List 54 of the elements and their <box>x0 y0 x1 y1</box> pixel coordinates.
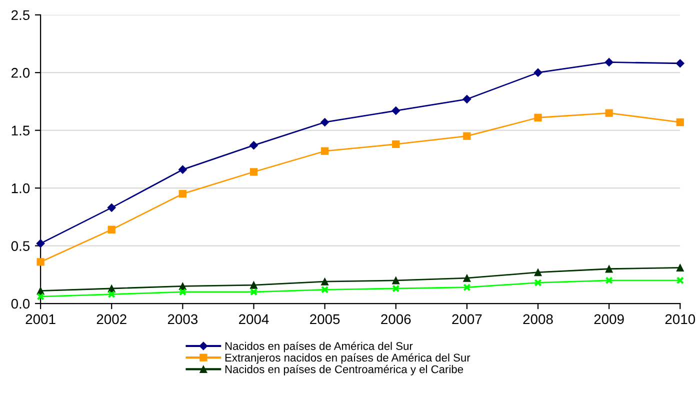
x-tick-label: 2003 <box>168 314 198 324</box>
point <box>249 141 258 150</box>
point <box>36 239 45 248</box>
legend-label: Nacidos en países de Centroamérica y el Caribe <box>225 364 464 376</box>
point <box>108 226 116 234</box>
point <box>108 290 116 298</box>
x-tick-label: 2008 <box>523 314 553 324</box>
point <box>676 264 684 272</box>
point <box>534 268 542 276</box>
point <box>534 278 542 287</box>
point <box>178 190 186 198</box>
point <box>320 118 330 127</box>
point <box>676 59 684 68</box>
legend-label: Nacidos en países de América del Sur <box>225 342 413 352</box>
point <box>392 106 400 115</box>
x-tick-label: 2004 <box>238 314 269 324</box>
legend-label: Extranjeros nacidos en países de América del Sur <box>225 353 470 364</box>
x-tick-label: 2007 <box>452 314 482 324</box>
x-tick-label: 2002 <box>96 314 126 324</box>
point <box>463 132 471 140</box>
point <box>250 281 258 289</box>
x-tick-label: 2010 <box>665 314 696 324</box>
y-tick-label: 1.0 <box>12 183 30 194</box>
point <box>462 94 472 104</box>
point <box>178 288 186 296</box>
point <box>320 286 329 294</box>
point <box>463 274 471 282</box>
point <box>178 165 187 174</box>
point <box>534 114 542 122</box>
y-tick-label: 1.5 <box>12 126 30 136</box>
point <box>320 278 329 286</box>
point <box>392 284 400 292</box>
x-tick-label: 2001 <box>26 314 56 324</box>
point <box>605 276 613 284</box>
y-tick-label: 0.5 <box>11 241 30 251</box>
point <box>320 147 329 155</box>
x-tick-label: 2009 <box>594 314 624 324</box>
point <box>463 284 471 292</box>
x-tick-label: 2005 <box>310 314 340 324</box>
point <box>534 68 542 77</box>
point <box>392 140 400 148</box>
point <box>605 109 613 117</box>
point <box>250 168 258 176</box>
point <box>250 288 258 296</box>
y-tick-label: 2.0 <box>12 68 30 78</box>
point <box>36 258 44 266</box>
point <box>107 203 116 212</box>
x-tick-label: 2006 <box>381 314 411 324</box>
point <box>604 58 614 66</box>
point <box>676 118 684 126</box>
point <box>392 276 400 284</box>
point <box>605 265 613 273</box>
y-tick-label: 0.0 <box>11 298 30 309</box>
y-tick-label: 2.5 <box>12 10 30 20</box>
